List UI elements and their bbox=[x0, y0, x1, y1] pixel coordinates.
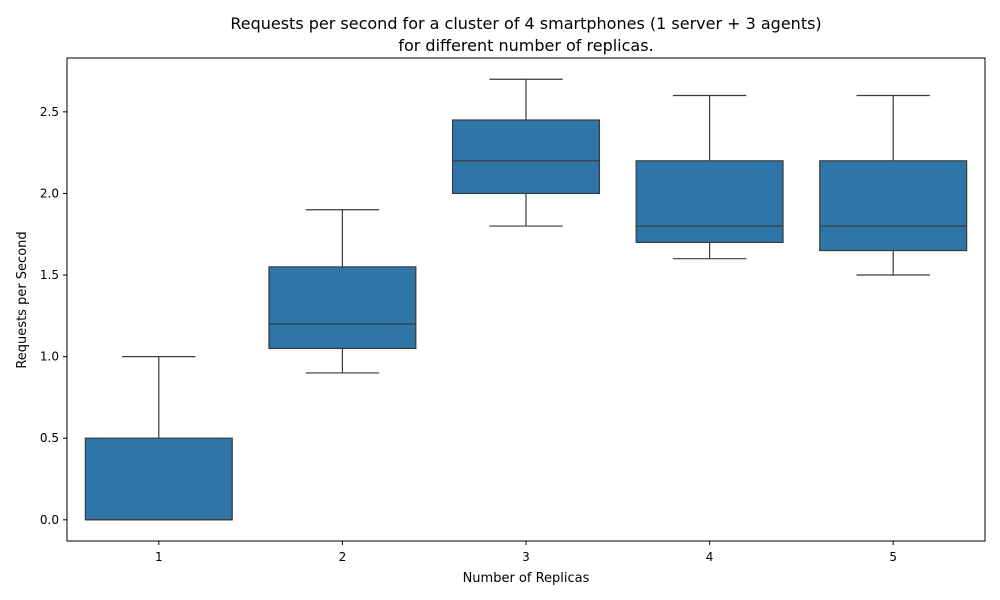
y-tick-label: 0.0 bbox=[40, 513, 59, 527]
x-tick-label: 2 bbox=[339, 550, 347, 564]
x-tick-label: 4 bbox=[706, 550, 714, 564]
y-axis-label: Requests per Second bbox=[15, 231, 30, 368]
box-2 bbox=[268, 209, 417, 374]
box-3 bbox=[451, 78, 601, 227]
x-tick-label: 3 bbox=[522, 550, 530, 564]
box-iqr bbox=[819, 160, 968, 252]
box-5 bbox=[819, 94, 968, 276]
y-tick-label: 0.5 bbox=[40, 431, 59, 445]
x-tick-label: 1 bbox=[155, 550, 163, 564]
y-tick-label: 1.5 bbox=[40, 268, 59, 282]
box-1 bbox=[84, 356, 233, 521]
x-tick-label: 5 bbox=[889, 550, 897, 564]
y-tick-label: 2.5 bbox=[40, 105, 59, 119]
box-iqr bbox=[451, 119, 601, 195]
axes-frame bbox=[66, 57, 986, 542]
y-tick-label: 1.0 bbox=[40, 350, 59, 364]
chart-subtitle: for different number of replicas. bbox=[398, 36, 653, 55]
plot-area: 0.0 0.5 1.0 1.5 2.0 2.5 1 2 3 4 5 bbox=[40, 78, 968, 564]
box-iqr bbox=[268, 266, 417, 350]
box-iqr bbox=[84, 437, 233, 521]
x-axis-label: Number of Replicas bbox=[463, 571, 590, 586]
box-iqr bbox=[635, 160, 784, 243]
box-4 bbox=[635, 94, 784, 260]
chart-title: Requests per second for a cluster of 4 s… bbox=[230, 14, 821, 33]
y-tick-label: 2.0 bbox=[40, 186, 59, 200]
